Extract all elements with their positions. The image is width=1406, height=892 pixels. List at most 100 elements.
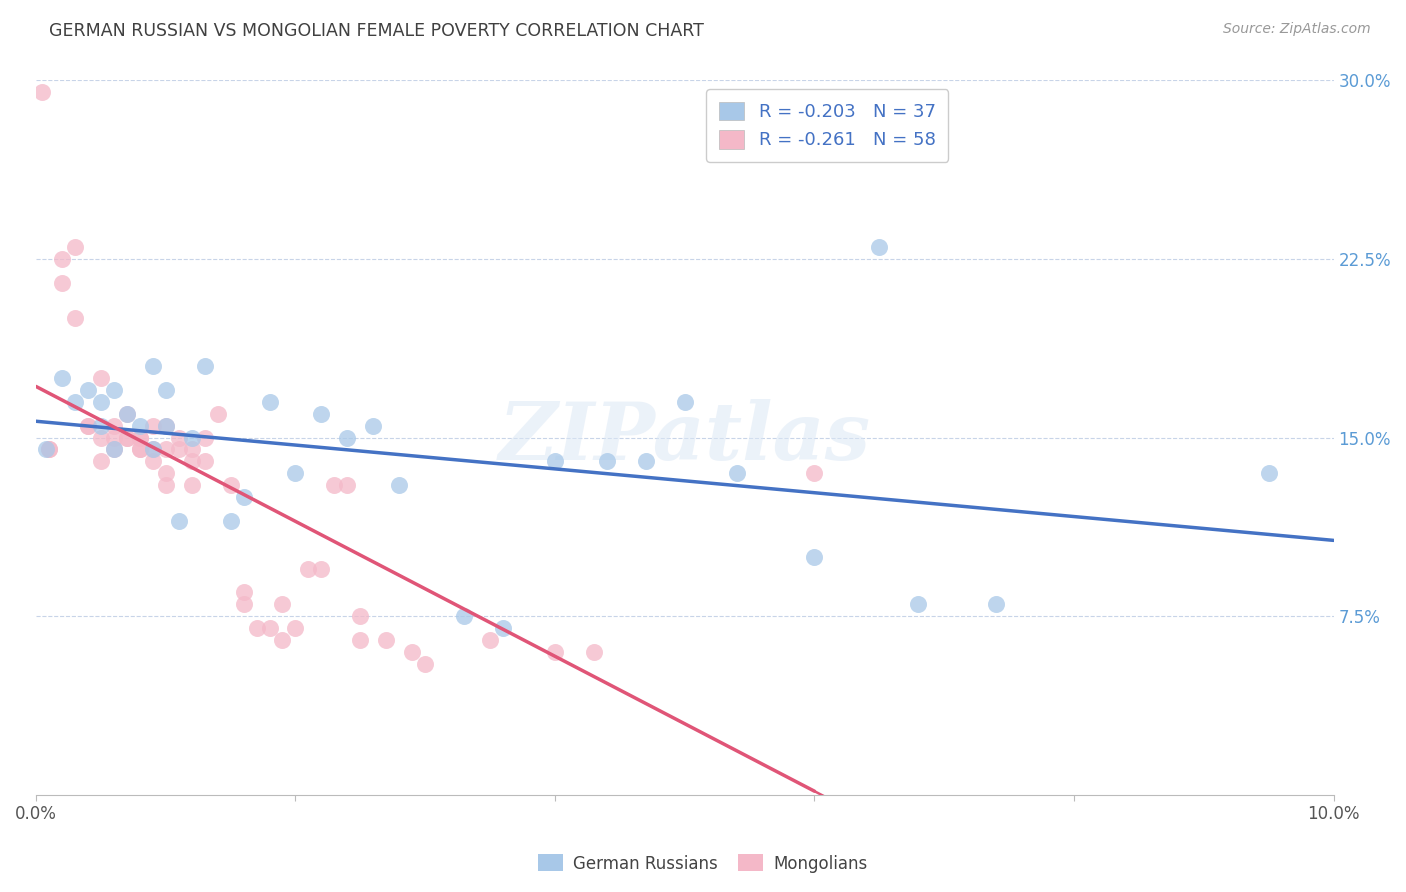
Point [984,598,1007,612]
Point [401,645,423,659]
Point [155,418,177,433]
Point [103,430,125,444]
Point [128,430,150,444]
Point [284,621,307,635]
Point [803,467,825,481]
Point [271,598,294,612]
Point [51,371,73,385]
Point [167,442,190,457]
Point [207,407,229,421]
Point [90,371,112,385]
Point [453,609,475,624]
Point [142,418,165,433]
Point [76,383,98,397]
Point [582,645,605,659]
Point [180,478,202,492]
Point [803,549,825,564]
Point [128,442,150,457]
Point [336,430,359,444]
Point [155,467,177,481]
Point [180,442,202,457]
Point [479,633,502,648]
Point [155,418,177,433]
Point [492,621,515,635]
Point [259,394,281,409]
Point [76,418,98,433]
Point [167,430,190,444]
Point [180,454,202,468]
Point [349,609,371,624]
Point [63,240,86,254]
Point [725,467,748,481]
Point [103,442,125,457]
Point [907,598,929,612]
Point [128,418,150,433]
Point [232,598,254,612]
Point [63,311,86,326]
Point [271,633,294,648]
Point [1257,467,1279,481]
Point [634,454,657,468]
Point [142,442,165,457]
Point [63,394,86,409]
Text: ZIPatlas: ZIPatlas [499,399,870,476]
Point [297,561,319,575]
Point [673,394,696,409]
Point [103,418,125,433]
Legend: German Russians, Mongolians: German Russians, Mongolians [531,847,875,880]
Point [142,359,165,373]
Point [115,407,138,421]
Point [245,621,267,635]
Point [194,430,217,444]
Point [232,585,254,599]
Point [142,442,165,457]
Point [349,633,371,648]
Point [544,645,567,659]
Point [51,276,73,290]
Point [167,514,190,528]
Point [76,418,98,433]
Point [90,418,112,433]
Point [51,252,73,266]
Text: Source: ZipAtlas.com: Source: ZipAtlas.com [1223,22,1371,37]
Point [311,407,333,421]
Point [323,478,346,492]
Point [103,383,125,397]
Point [31,85,53,99]
Point [194,359,217,373]
Point [259,621,281,635]
Point [128,442,150,457]
Point [596,454,619,468]
Point [284,467,307,481]
Point [311,561,333,575]
Point [155,478,177,492]
Point [142,454,165,468]
Point [194,454,217,468]
Point [90,430,112,444]
Point [363,418,385,433]
Point [375,633,398,648]
Point [90,394,112,409]
Point [115,430,138,444]
Point [219,514,242,528]
Point [35,442,58,457]
Point [388,478,411,492]
Point [544,454,567,468]
Text: GERMAN RUSSIAN VS MONGOLIAN FEMALE POVERTY CORRELATION CHART: GERMAN RUSSIAN VS MONGOLIAN FEMALE POVER… [49,22,704,40]
Point [232,490,254,504]
Point [103,442,125,457]
Point [180,430,202,444]
Point [413,657,436,671]
Point [868,240,890,254]
Point [128,430,150,444]
Point [38,442,60,457]
Point [115,430,138,444]
Point [115,407,138,421]
Point [219,478,242,492]
Point [155,383,177,397]
Point [38,442,60,457]
Point [90,454,112,468]
Point [155,442,177,457]
Legend: R = -0.203   N = 37, R = -0.261   N = 58: R = -0.203 N = 37, R = -0.261 N = 58 [706,89,948,162]
Point [336,478,359,492]
